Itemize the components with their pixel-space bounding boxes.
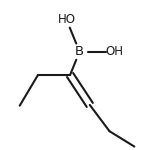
Text: HO: HO [57,13,75,26]
Text: OH: OH [106,45,124,58]
Text: B: B [75,45,84,58]
